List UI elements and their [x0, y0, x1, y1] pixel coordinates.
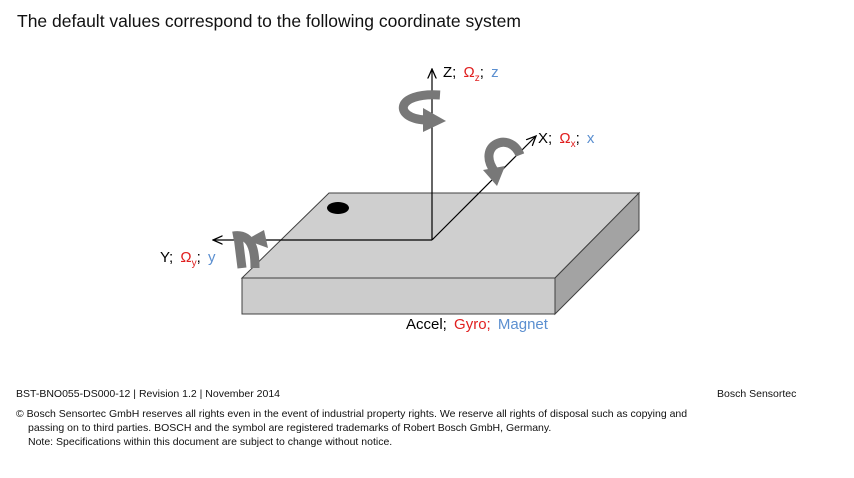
pin1-marker-dot	[327, 202, 349, 214]
y-axis-label: Y; Ωy; y	[160, 249, 216, 269]
copyright-note: Note: Specifications within this documen…	[28, 436, 393, 448]
z-axis-label: Z; Ωz; z	[443, 64, 499, 84]
board-front-face	[241, 277, 556, 315]
rotation-arrows	[232, 90, 525, 269]
page-title: The default values correspond to the fol…	[17, 11, 521, 31]
company-name: Bosch Sensortec	[717, 388, 797, 400]
document-id: BST-BNO055-DS000-12 | Revision 1.2 | Nov…	[16, 388, 281, 400]
z-rotation-arrow-icon	[398, 90, 446, 132]
copyright-line: © Bosch Sensortec GmbH reserves all righ…	[16, 408, 688, 420]
sensor-legend: Accel; Gyro; Magnet	[406, 316, 549, 333]
x-rotation-arrow-icon	[483, 137, 525, 186]
copyright-line: passing on to third parties. BOSCH and t…	[28, 422, 552, 434]
sensor-board	[240, 191, 641, 316]
board-side-face	[554, 191, 640, 316]
y-rotation-arrow-icon	[232, 230, 268, 269]
x-axis-label: X; Ωx; x	[538, 130, 595, 150]
copyright-notice: © Bosch Sensortec GmbH reserves all righ…	[16, 407, 836, 449]
